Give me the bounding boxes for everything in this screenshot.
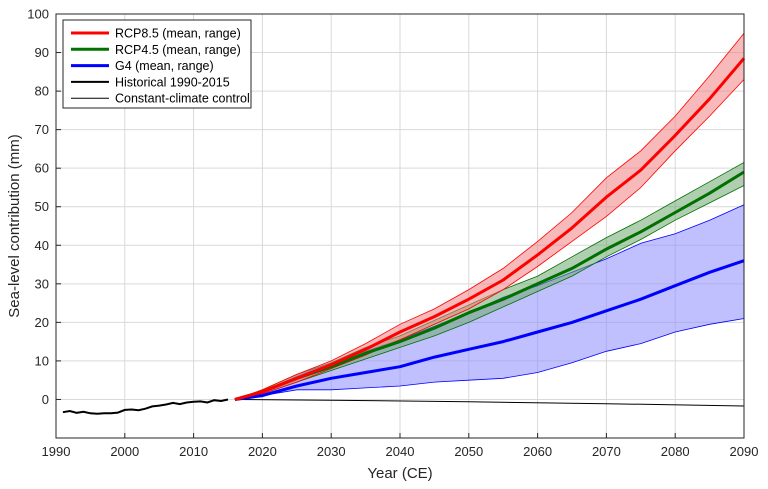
y-axis-ticks: 0 10 20 30 40 50 60 70 80 90 100 [27,7,61,407]
legend-label: RCP8.5 (mean, range) [115,27,241,41]
x-tick-label: 2020 [248,444,277,459]
y-tick-label: 30 [35,276,49,291]
y-tick-label: 0 [42,392,49,407]
y-tick-label: 80 [35,84,49,99]
x-tick-label: 2010 [179,444,208,459]
y-axis-label: Sea-level contribution (mm) [6,134,23,317]
x-tick-label: 2050 [454,444,483,459]
legend-box [62,19,252,109]
legend-label: Historical 1990-2015 [115,75,230,89]
x-axis-ticks: 1990 2000 2010 2020 2030 2040 2050 2060 2070 2080… [42,433,759,459]
y-tick-label: 70 [35,122,49,137]
series-lines [62,57,746,415]
legend-label: RCP4.5 (mean, range) [115,43,241,57]
g4-mean-range-mean-line [234,259,745,401]
y-tick-label: 60 [35,161,49,176]
legend: RCP8.5 (mean, range) RCP4.5 (mean, range)… [62,19,252,109]
x-tick-label: 2070 [592,444,621,459]
x-tick-label: 2060 [523,444,552,459]
y-tick-label: 40 [35,238,49,253]
historical-line [62,398,229,415]
x-tick-label: 2040 [386,444,415,459]
rcp8-5-mean-range-mean-line [234,57,746,401]
legend-label: Constant-climate control [115,92,250,106]
constant-climate-control-line [234,399,745,407]
x-tick-label: 2090 [730,444,759,459]
x-tick-label: 2080 [661,444,690,459]
x-tick-label: 1990 [42,444,71,459]
x-tick-label: 2000 [110,444,139,459]
y-tick-label: 100 [27,7,49,22]
x-tick-label: 2030 [317,444,346,459]
y-tick-label: 50 [35,199,49,214]
y-tick-label: 90 [35,45,49,60]
x-axis-label: Year (CE) [367,465,432,482]
legend-label: G4 (mean, range) [115,59,214,73]
y-tick-label: 10 [35,353,49,368]
y-tick-label: 20 [35,315,49,330]
